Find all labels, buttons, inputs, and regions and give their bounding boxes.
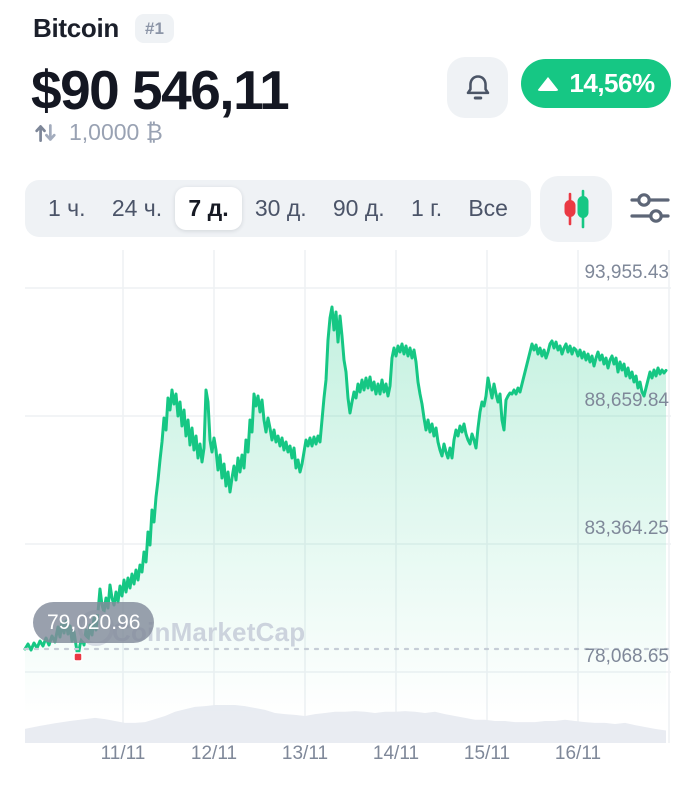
arrow-up-icon: [537, 76, 560, 91]
currency-converter-row[interactable]: 1,0000 ₿: [33, 119, 163, 146]
y-axis-tick: 83,364.25: [584, 518, 669, 539]
conversion-value: 1,0000 ₿: [69, 119, 163, 145]
range-tab-4[interactable]: 30 д.: [254, 194, 307, 221]
price-change-badge[interactable]: 14,56%: [521, 59, 671, 108]
price-alert-button[interactable]: [447, 57, 508, 118]
x-axis-tick: 14/11: [372, 743, 420, 764]
y-axis-tick: 88,659.84: [584, 390, 669, 411]
coin-header: Bitcoin #1: [33, 13, 174, 44]
x-axis-tick: 12/11: [190, 743, 238, 764]
range-tab-6[interactable]: 1 г.: [410, 194, 443, 221]
candlestick-icon: [564, 189, 589, 229]
chart-settings-button[interactable]: [628, 186, 672, 230]
price-change-value: 14,56%: [569, 68, 655, 98]
range-tab-5[interactable]: 90 д.: [332, 194, 385, 221]
range-tab-3[interactable]: 7 д.: [175, 186, 242, 231]
bell-icon: [466, 74, 489, 99]
coin-price: $90 546,11: [31, 59, 290, 121]
x-axis-tick: 15/11: [463, 743, 511, 764]
range-tab-7[interactable]: Все: [468, 194, 508, 221]
range-tab-2[interactable]: 24 ч.: [111, 194, 163, 221]
baseline-price-flag: 79,020.96: [33, 602, 155, 643]
swap-arrows-icon: [35, 123, 56, 142]
x-axis-tick: 11/11: [100, 743, 146, 764]
x-axis-tick: 16/11: [554, 743, 602, 764]
coin-name: Bitcoin: [33, 13, 120, 43]
x-axis-tick: 13/11: [281, 743, 329, 764]
y-axis-tick: 93,955.43: [584, 262, 669, 283]
time-range-tabs: 1 ч. 24 ч. 7 д. 30 д. 90 д. 1 г. Все: [25, 180, 531, 237]
sliders-icon: [630, 193, 670, 223]
rank-badge: #1: [135, 14, 174, 43]
y-axis-tick: 78,068.65: [584, 646, 669, 667]
range-tab-1[interactable]: 1 ч.: [48, 194, 86, 221]
candlestick-toggle-button[interactable]: [540, 176, 612, 242]
